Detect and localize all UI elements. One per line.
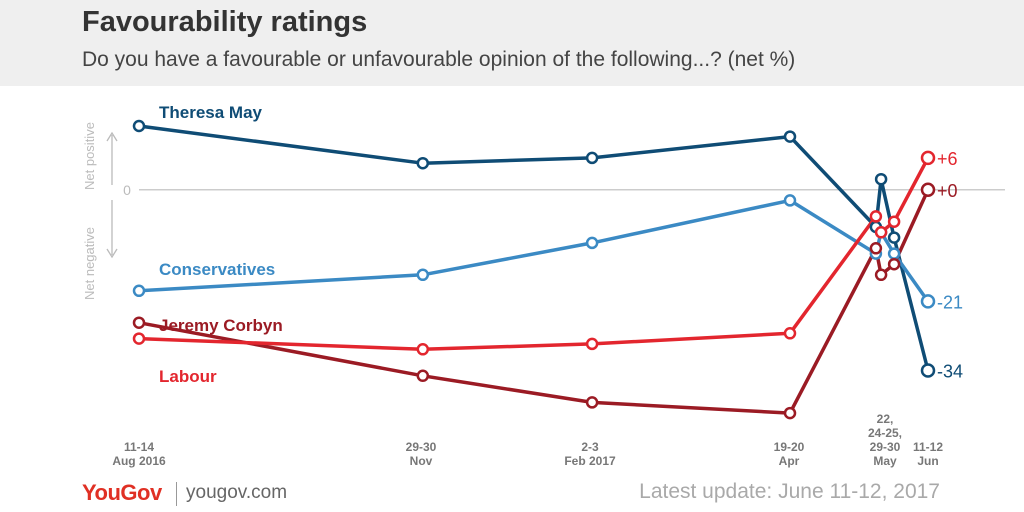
data-point <box>585 236 599 250</box>
labels-layer: Theresa May -34 Conservatives -21 Jeremy Cor… <box>159 103 963 386</box>
x-tick-label: Feb 2017 <box>564 454 616 468</box>
data-point <box>887 215 901 228</box>
latest-update: Latest update: June 11-12, 2017 <box>639 480 940 503</box>
chart-title: Favourability ratings <box>82 6 368 38</box>
x-tick-label: Apr <box>779 454 800 468</box>
data-point <box>887 247 901 260</box>
end-value-label: +0 <box>937 181 958 201</box>
data-point <box>783 406 797 420</box>
data-point <box>585 337 599 351</box>
data-point <box>874 172 888 186</box>
data-point <box>869 242 883 255</box>
data-point <box>132 316 146 329</box>
x-tick-label: 11-14 <box>124 440 154 454</box>
x-tick-label: 19-20 <box>774 440 805 454</box>
footer-url[interactable]: yougov.com <box>186 482 288 503</box>
down-arrow-icon <box>106 200 118 259</box>
series-name-label: Labour <box>159 367 217 386</box>
end-value-label: -21 <box>937 292 963 312</box>
axis-layer: 0 Net positive Net negative <box>82 122 1005 300</box>
series-line-3 <box>138 189 930 415</box>
data-point <box>416 268 430 282</box>
data-point <box>920 363 936 378</box>
up-arrow-icon <box>106 131 118 185</box>
chart-subtitle: Do you have a favourable or unfavourable… <box>82 48 796 71</box>
series-name-label: Conservatives <box>159 260 275 279</box>
x-tick-label: Jun <box>917 454 938 468</box>
data-point <box>783 130 797 143</box>
net-negative-label: Net negative <box>82 227 97 300</box>
x-tick-label: 22, <box>877 412 894 426</box>
series-name-label: Theresa May <box>159 103 263 122</box>
data-point <box>869 210 883 223</box>
data-point <box>920 150 936 166</box>
data-point <box>416 369 430 383</box>
x-tick-label: 29-30 <box>870 440 901 454</box>
end-value-label: +6 <box>937 149 958 169</box>
net-positive-label: Net positive <box>82 122 97 190</box>
x-tick-label: May <box>873 454 897 468</box>
data-point <box>887 231 901 244</box>
x-tick-label: 24-25, <box>868 426 902 440</box>
x-tick-label: Nov <box>410 454 433 468</box>
data-point <box>783 327 797 340</box>
yougov-logo: YouGov <box>82 480 162 505</box>
data-point <box>416 156 430 170</box>
header-band: Favourability ratings Do you have a favo… <box>0 0 1024 86</box>
x-tick-label: 29-30 <box>406 440 437 454</box>
data-point <box>874 268 888 282</box>
series-line-2 <box>138 198 930 303</box>
data-point <box>416 343 430 356</box>
zero-label: 0 <box>123 182 131 198</box>
data-point <box>887 257 901 271</box>
x-tick-label: 11-12 <box>913 440 943 454</box>
end-value-label: -34 <box>937 362 963 382</box>
series-line-1 <box>138 124 930 371</box>
data-point <box>132 284 146 298</box>
points-layer <box>132 119 936 420</box>
data-point <box>874 226 888 239</box>
x-tick-label: 2-3 <box>581 440 599 454</box>
data-point <box>585 396 599 409</box>
footer-divider <box>176 482 177 506</box>
data-point <box>920 294 936 309</box>
series-name-label: Jeremy Corbyn <box>159 316 283 335</box>
data-point <box>920 182 936 198</box>
x-tick-label: Aug 2016 <box>112 454 166 468</box>
data-point <box>132 332 146 345</box>
data-point <box>132 119 146 133</box>
data-point <box>783 194 797 207</box>
data-point <box>585 151 599 165</box>
